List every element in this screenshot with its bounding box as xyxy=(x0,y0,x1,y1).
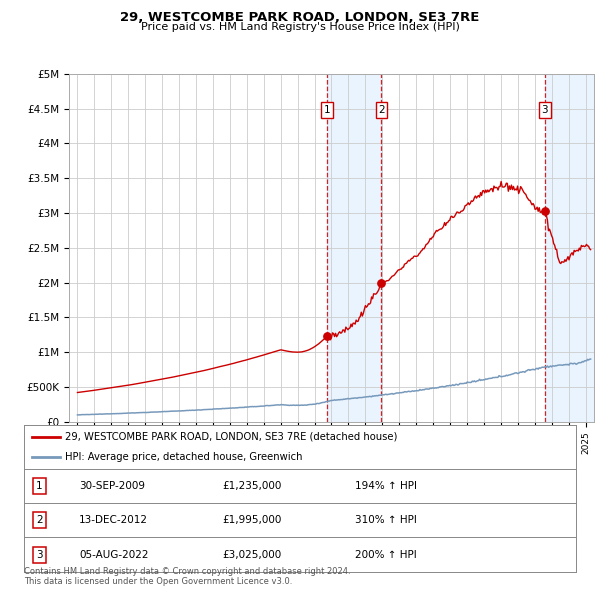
Bar xyxy=(545,74,594,422)
Text: 1: 1 xyxy=(36,481,43,491)
Point xyxy=(377,278,386,288)
Text: 29, WESTCOMBE PARK ROAD, LONDON, SE3 7RE (detached house): 29, WESTCOMBE PARK ROAD, LONDON, SE3 7RE… xyxy=(65,432,398,442)
Text: 2: 2 xyxy=(36,516,43,525)
Text: 13-DEC-2012: 13-DEC-2012 xyxy=(79,516,148,525)
Text: 3: 3 xyxy=(36,550,43,559)
Text: 1: 1 xyxy=(324,105,331,115)
Text: 2: 2 xyxy=(378,105,385,115)
Text: £1,995,000: £1,995,000 xyxy=(223,516,282,525)
Text: 29, WESTCOMBE PARK ROAD, LONDON, SE3 7RE: 29, WESTCOMBE PARK ROAD, LONDON, SE3 7RE xyxy=(121,11,479,24)
Text: 05-AUG-2022: 05-AUG-2022 xyxy=(79,550,149,559)
Text: Contains HM Land Registry data © Crown copyright and database right 2024.: Contains HM Land Registry data © Crown c… xyxy=(24,568,350,576)
Text: 310% ↑ HPI: 310% ↑ HPI xyxy=(355,516,417,525)
Text: £1,235,000: £1,235,000 xyxy=(223,481,282,491)
Text: 3: 3 xyxy=(542,105,548,115)
Text: This data is licensed under the Open Government Licence v3.0.: This data is licensed under the Open Gov… xyxy=(24,577,292,586)
Text: HPI: Average price, detached house, Greenwich: HPI: Average price, detached house, Gree… xyxy=(65,452,303,462)
Bar xyxy=(327,74,382,422)
Text: Price paid vs. HM Land Registry's House Price Index (HPI): Price paid vs. HM Land Registry's House … xyxy=(140,22,460,32)
Point xyxy=(540,206,550,216)
Text: 200% ↑ HPI: 200% ↑ HPI xyxy=(355,550,417,559)
Text: 194% ↑ HPI: 194% ↑ HPI xyxy=(355,481,417,491)
Point xyxy=(322,331,332,340)
Text: £3,025,000: £3,025,000 xyxy=(223,550,282,559)
Text: 30-SEP-2009: 30-SEP-2009 xyxy=(79,481,145,491)
